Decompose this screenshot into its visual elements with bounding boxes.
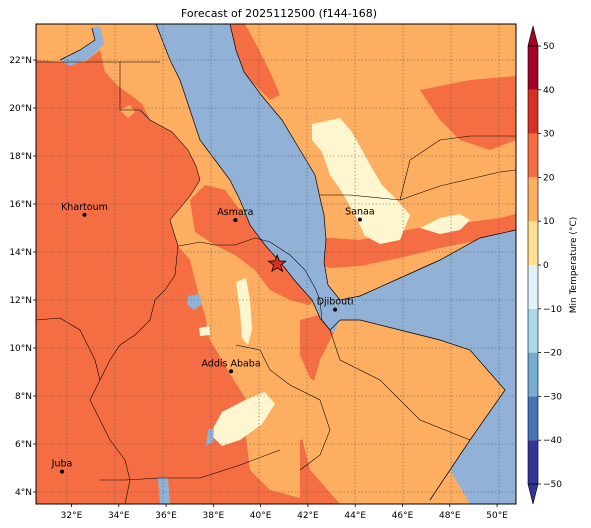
longitude-labels: 32°E 34°E 36°E 38°E 40°E 42°E 44°E 46°E 48°E 50°E — [61, 504, 508, 521]
colorbar-segment — [528, 265, 538, 309]
band-0-10-highland-spot — [199, 326, 210, 336]
country-borders — [36, 61, 516, 504]
colorbar-segment — [528, 352, 538, 397]
lon-label: 36°E — [155, 511, 177, 521]
colorbar-tick-label: 10 — [543, 217, 555, 227]
lat-label: 22°N — [9, 56, 32, 66]
city-dot — [60, 469, 65, 474]
forecast-location-star-icon — [267, 253, 287, 273]
lat-label: 20°N — [9, 104, 32, 114]
lat-label: 6°N — [15, 440, 32, 450]
colorbar-segment — [528, 133, 538, 178]
colorbar-tick-label: 0 — [543, 261, 549, 271]
city-dot — [82, 212, 87, 217]
cities-layer: Khartoum Asmara Sanaa Djibouti Addis Ababa Ju… — [51, 202, 375, 474]
colorbar-segment — [528, 89, 538, 134]
lat-label: 14°N — [9, 248, 32, 258]
colorbar-tick-label: −40 — [543, 436, 562, 446]
city-dot — [229, 369, 234, 374]
colorbar-ticks: 50 40 30 20 10 0 −10 −20 −30 −40 −50 — [538, 42, 562, 490]
lake-victoria-north — [158, 478, 170, 504]
city-label: Khartoum — [61, 202, 108, 213]
colorbar-tick-label: −50 — [543, 480, 562, 490]
lake-turkana — [206, 428, 214, 446]
suez-water — [60, 26, 104, 66]
colorbar-tick-label: −20 — [543, 349, 562, 359]
map-frame — [35, 23, 517, 505]
city-label: Asmara — [217, 207, 253, 218]
band-20-30-arabia-coast — [305, 214, 516, 268]
lat-label: 8°N — [15, 392, 32, 402]
colorbar-tick-label: 30 — [543, 130, 555, 140]
lon-label: 44°E — [344, 511, 366, 521]
colorbar-segment — [528, 46, 538, 90]
colorbar-segment — [528, 221, 538, 265]
band-20-30-eritrea — [190, 185, 320, 305]
lon-label: 46°E — [392, 511, 414, 521]
lon-label: 42°E — [297, 511, 319, 521]
band-20-30-south — [36, 370, 130, 490]
colorbar-tick-label: −10 — [543, 305, 562, 315]
city-label: Djibouti — [317, 297, 354, 308]
colorbar-segment — [528, 440, 538, 484]
colorbar-tick-label: −30 — [543, 392, 562, 402]
lat-label: 12°N — [9, 296, 32, 306]
band-0-10-yemen — [312, 118, 410, 244]
lat-label: 16°N — [9, 200, 32, 210]
gulf-of-aden-land-somalia — [300, 320, 505, 504]
lat-label: 18°N — [9, 152, 32, 162]
lon-label: 50°E — [486, 511, 508, 521]
city-dot — [357, 217, 362, 222]
colorbar-tick-label: 50 — [543, 42, 555, 52]
colorbar-segments — [527, 25, 539, 505]
colorbar-segment — [528, 308, 538, 353]
band-20-30-arabia-east — [420, 76, 516, 150]
latitude-labels: 22°N 20°N 18°N 16°N 14°N 12°N 10°N 8°N 6°N 4°N — [9, 56, 36, 498]
colorbar: 50 40 30 20 10 0 −10 −20 −30 −40 −50 Min Temperatu… — [527, 25, 579, 505]
lat-label: 10°N — [9, 344, 32, 354]
colorbar-label: Min Temperature (°C) — [569, 217, 579, 314]
city-dot — [333, 307, 338, 312]
lon-label: 32°E — [61, 511, 83, 521]
city-dot — [233, 218, 238, 223]
colorbar-tick-label: 20 — [543, 173, 555, 183]
colorbar-extend-max — [527, 25, 539, 47]
lon-label: 34°E — [108, 511, 130, 521]
lon-label: 48°E — [439, 511, 461, 521]
map-area: Khartoum Asmara Sanaa Djibouti Addis Ababa Ju… — [36, 24, 516, 504]
colorbar-extend-min — [527, 483, 539, 505]
lat-label: 4°N — [15, 488, 32, 498]
lon-label: 38°E — [203, 511, 225, 521]
colorbar-segment — [528, 177, 538, 222]
lon-label: 40°E — [250, 511, 272, 521]
lake-tana — [187, 294, 202, 310]
colorbar-segment — [528, 396, 538, 441]
city-label: Sanaa — [345, 207, 375, 218]
colorbar-tick-label: 40 — [543, 86, 555, 96]
gridlines — [36, 24, 516, 504]
city-label: Addis Ababa — [201, 358, 260, 369]
figure-title: Forecast of 2025112500 (f144-168) — [181, 7, 377, 20]
band-0-10-yemen-east — [420, 214, 470, 234]
band-0-10-ethiopia-central — [236, 278, 252, 345]
city-label: Juba — [51, 459, 73, 470]
